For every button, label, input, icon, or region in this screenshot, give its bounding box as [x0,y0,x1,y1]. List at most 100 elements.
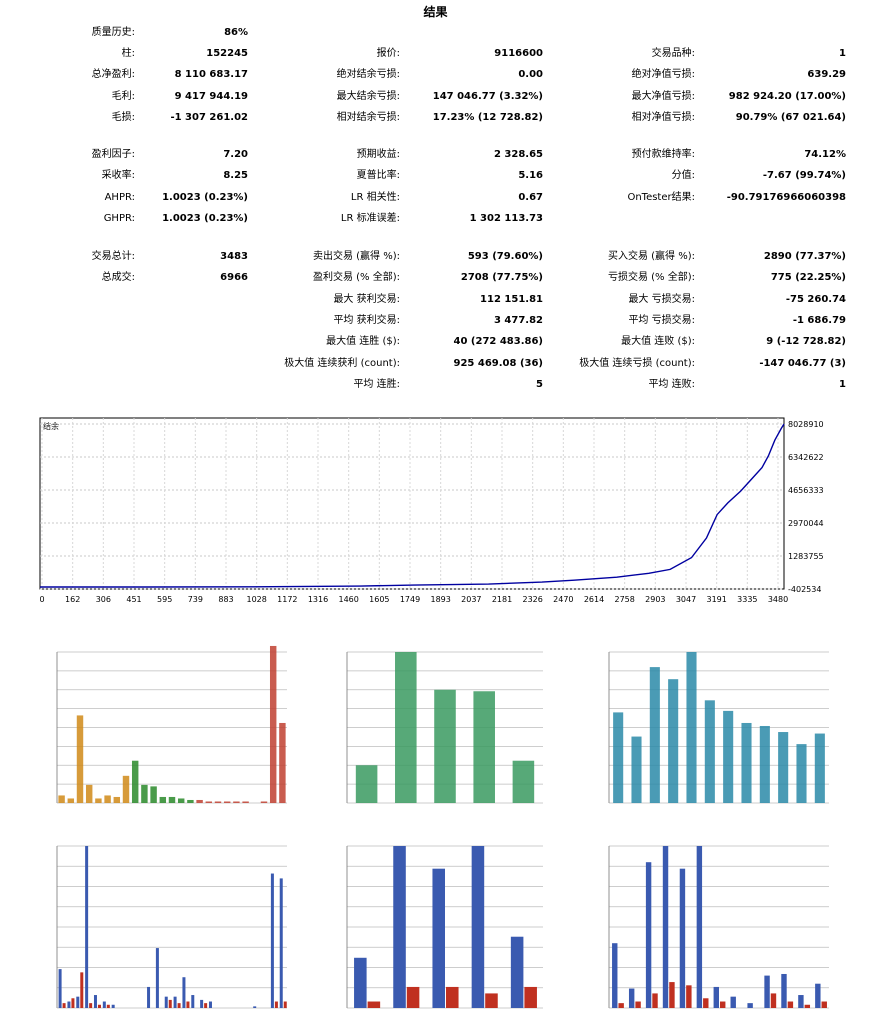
x-tick-label: 162 [65,595,80,604]
stat-label: 最大结余亏损: [336,91,400,102]
histogram-bar [208,1001,212,1008]
y-tick-label: 8028910 [788,420,824,429]
y-tick-label: 1283755 [788,552,824,561]
histogram-bar [759,725,770,803]
histogram-bar [196,799,203,803]
histogram-bar [704,700,715,803]
histogram-bar [58,795,65,803]
stat-label: 极大值 连续获利 (count): [284,358,400,369]
stat-label: 毛损: [111,112,135,123]
x-tick-label: 3480 [768,595,788,604]
stat-label: 质量历史: [91,27,135,38]
histogram-bar [279,722,286,803]
y-tick-label: -402534 [788,585,821,594]
balance-chart: 结余 8028910 6342622 4656333 2970044 1283755 -40… [39,417,824,604]
histogram-5 [346,845,543,1009]
stat-label: 平均 获利交易: [333,315,400,326]
histogram-bar [76,715,84,803]
histogram-bar [747,1003,753,1008]
histogram-bar [781,973,787,1008]
histogram-bar [723,710,734,803]
stat-label: LR 相关性: [350,192,400,203]
stat-label: 交易品种: [651,48,695,59]
chart-title: 结余 [43,421,59,431]
histogram-bar [80,972,84,1008]
histogram-bar [274,1001,278,1008]
histogram-bar [186,1001,190,1008]
histogram-bar [804,1004,811,1008]
histogram-bar [471,846,485,1008]
stat-label: AHPR: [104,192,135,203]
stat-label: 平均 连胜: [353,379,400,390]
histogram-bar [631,736,642,803]
histogram-bar [113,796,121,803]
x-tick-label: 2614 [584,595,604,604]
histogram-bar [177,1003,181,1008]
histogram-bar [122,775,130,803]
stat-value: 112 151.81 [480,294,543,305]
histogram-bar [741,722,752,803]
stat-label: 毛利: [111,91,135,102]
histogram-bar [524,986,537,1008]
histogram-bar [798,995,804,1008]
stat-value: 1 [839,379,846,390]
histogram-bar [652,993,658,1008]
x-tick-label: 451 [126,595,141,604]
histogram-bar [686,652,697,803]
histogram-bar [102,1001,106,1008]
stat-label: 亏损交易 (% 全部): [607,272,695,283]
stat-value: 147 046.77 (3.32%) [432,91,543,102]
stat-label: 预付款维持率: [631,149,695,160]
histogram-bar [730,996,736,1008]
histogram-bar [764,975,770,1008]
stat-label: 最大净值亏损: [631,91,695,102]
histogram-bar [233,801,240,803]
stat-value: 9 417 944.19 [174,91,248,102]
x-tick-label: 0 [39,595,44,604]
stat-label: 分值: [671,170,695,181]
histogram-bar [242,801,249,803]
stat-label: 柱: [121,48,135,59]
x-tick-label: 3191 [706,595,726,604]
stat-value: 0.67 [518,192,543,203]
histogram-bar [89,1003,93,1008]
stat-value: 74.12% [804,149,846,160]
stat-value: 925 469.08 (36) [453,358,543,369]
stat-value: 6966 [220,272,248,283]
histogram-bar [510,936,524,1008]
stat-label: 买入交易 (赢得 %): [607,251,695,262]
x-tick-label: 1605 [369,595,389,604]
x-tick-label: 739 [188,595,203,604]
histogram-bar [512,760,535,803]
histogram-bar [686,985,692,1008]
histogram-3 [608,651,829,804]
histogram-bar [104,795,111,803]
histogram-bar [147,986,151,1008]
histogram-bar [67,1001,71,1008]
stat-label: GHPR: [103,213,135,224]
histogram-bar [270,873,274,1008]
x-tick-label: 3047 [676,595,696,604]
x-tick-label: 2037 [461,595,481,604]
stat-value: 17.23% (12 728.82) [432,112,543,123]
stat-value: 0.00 [518,69,543,80]
histogram-bar [446,986,459,1008]
histogram-bar [613,712,624,803]
histogram-bar [76,996,80,1008]
stat-label: 平均 连败: [648,379,695,390]
histogram-bar [205,801,213,803]
histogram-bar [618,1003,624,1008]
x-tick-label: 1028 [246,595,266,604]
histogram-bar [200,999,204,1008]
histogram-bar [432,868,445,1008]
histogram-bar [191,995,195,1008]
stat-value: 1.0023 (0.23%) [162,213,248,224]
histogram-bar [355,765,378,803]
stat-label: 总净盈利: [91,69,135,80]
stat-value: 40 (272 483.86) [453,336,543,347]
stat-value: 2 328.65 [493,149,543,160]
histogram-bar [58,969,62,1008]
stat-value: -1 686.79 [792,315,846,326]
histogram-bar [97,1004,101,1008]
histogram-bar [71,998,75,1008]
